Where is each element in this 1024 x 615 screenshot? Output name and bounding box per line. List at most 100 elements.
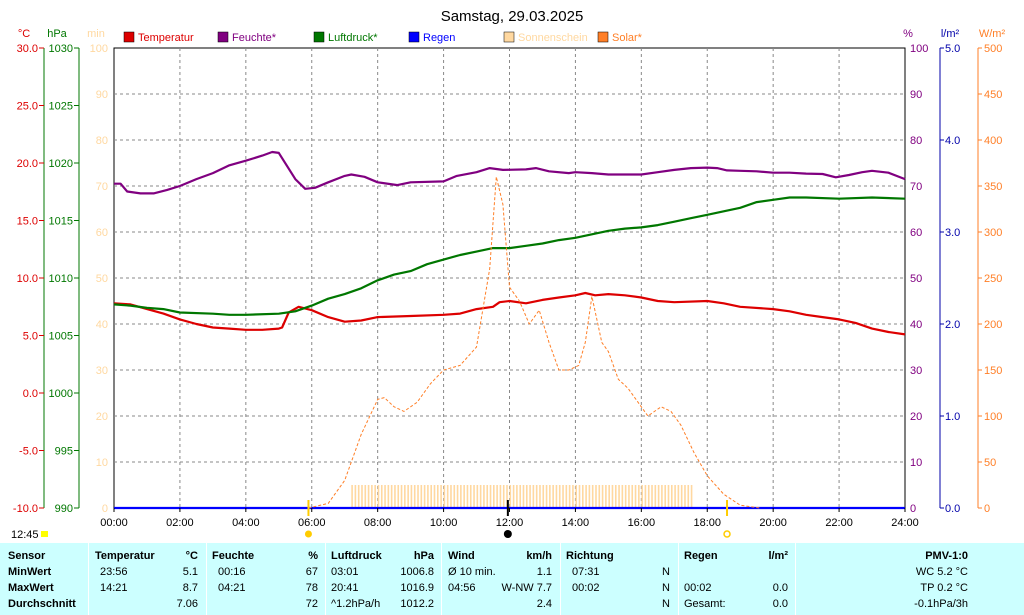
time-tick-label: 16:00 — [628, 517, 656, 529]
solar-tick-label: 300 — [984, 227, 1002, 239]
sunshine-bar — [595, 485, 597, 508]
time-tick-label: 20:00 — [759, 517, 787, 529]
temp-tick-label: 15.0 — [17, 216, 38, 228]
rain-time: 00:02 — [684, 582, 712, 594]
sunshine-bar — [463, 485, 465, 508]
sunshine-tick-label: 50 — [96, 273, 108, 285]
temp-tick-label: 0.0 — [23, 388, 38, 400]
sunshine-bar — [558, 485, 561, 508]
humidity-value: 78 — [305, 582, 318, 594]
sunshine-bar — [634, 485, 637, 508]
row-label: MaxWert — [8, 582, 54, 594]
row-label: MinWert — [8, 566, 52, 578]
sunshine-bar — [677, 485, 680, 508]
pressure-value: 1016.9 — [400, 582, 434, 594]
solar-tick-label: 250 — [984, 273, 1002, 285]
humidity-tick-label: 50 — [910, 273, 922, 285]
humidity-value: 67 — [305, 566, 318, 578]
sunshine-bar — [568, 485, 571, 508]
temp-value: 7.06 — [176, 598, 198, 610]
sunshine-bar — [680, 485, 683, 508]
rain-tick-label: 0.0 — [945, 503, 960, 515]
sunshine-bar — [628, 485, 630, 508]
sunshine-bar — [575, 485, 578, 508]
sunshine-bar — [631, 485, 634, 508]
sunshine-bar — [489, 485, 492, 508]
time-tick-label: 12:00 — [496, 517, 524, 529]
sunshine-bar — [654, 485, 657, 508]
header-temperature-unit: °C — [185, 550, 198, 562]
temp-tick-label: 25.0 — [17, 101, 38, 113]
statistics-table: Sensor Temperatur °C Feuchte % Luftdruck… — [0, 543, 1024, 615]
temp-tick-label: 10.0 — [17, 273, 38, 285]
legend-swatch — [408, 31, 420, 43]
header-pressure-unit: hPa — [413, 550, 434, 562]
legend-swatch — [217, 31, 229, 43]
pmv-value: WC 5.2 °C — [915, 566, 968, 578]
sunshine-bar — [446, 485, 449, 508]
time-tick-label: 18:00 — [693, 517, 721, 529]
temp-time: 14:21 — [100, 582, 128, 594]
sunshine-bar — [539, 485, 541, 508]
temp-tick-label: -10.0 — [13, 503, 38, 515]
sunshine-bar — [542, 485, 545, 508]
solar-axis-unit: W/m² — [979, 28, 1006, 40]
humidity-time: 04:21 — [218, 582, 246, 594]
sunshine-bar — [479, 485, 482, 508]
wind-time: 04:56 — [448, 582, 476, 594]
legend-swatch — [503, 31, 515, 43]
sunshine-bar — [532, 485, 535, 508]
sunshine-bar — [661, 485, 663, 508]
humidity-tick-label: 10 — [910, 457, 922, 469]
temp-value: 5.1 — [182, 566, 198, 578]
header-pmv: PMV-1:0 — [925, 550, 968, 562]
sunshine-bar — [483, 485, 485, 508]
temp-tick-label: 30.0 — [17, 43, 38, 55]
header-direction: Richtung — [566, 550, 614, 562]
sunshine-bar — [443, 485, 446, 508]
humidity-tick-label: 100 — [910, 43, 928, 55]
row-label: Durchschnitt — [8, 598, 76, 610]
humidity-value: 72 — [305, 598, 318, 610]
temp-axis-unit: °C — [18, 28, 30, 40]
header-wind-unit: km/h — [526, 550, 552, 562]
pressure-tick-label: 1005 — [49, 331, 73, 343]
series-solar — [308, 176, 761, 509]
sunshine-bar — [371, 485, 373, 508]
direction-time: 00:02 — [572, 582, 600, 594]
humidity-axis-unit: % — [903, 28, 913, 40]
humidity-tick-label: 90 — [910, 89, 922, 101]
sunshine-bar — [651, 485, 653, 508]
wind-value: W-NW 7.7 — [501, 582, 552, 594]
sunshine-bar — [641, 485, 643, 508]
rain-tick-label: 2.0 — [945, 319, 960, 331]
sunshine-bar — [647, 485, 650, 508]
direction-value: N — [662, 566, 670, 578]
sunshine-bar — [433, 485, 436, 508]
sunshine-bar — [591, 485, 594, 508]
sunshine-bar — [670, 485, 673, 508]
sunshine-bar — [638, 485, 640, 508]
sunshine-bar — [387, 485, 390, 508]
pressure-value: 1012.2 — [400, 598, 434, 610]
legend-swatch — [123, 31, 135, 43]
sunshine-bar — [506, 485, 508, 508]
sunshine-bar — [430, 485, 432, 508]
direction-value: N — [662, 582, 670, 594]
wind-value: 2.4 — [536, 598, 552, 610]
rain-tick-label: 1.0 — [945, 411, 960, 423]
sunshine-bar — [374, 485, 376, 508]
sunshine-bar — [390, 485, 393, 508]
humidity-time: 00:16 — [218, 566, 246, 578]
solar-tick-label: 200 — [984, 319, 1002, 331]
sunshine-bar — [486, 485, 489, 508]
legend-label: Luftdruck* — [328, 32, 378, 44]
sunshine-bar — [562, 485, 564, 508]
sunshine-bar — [394, 485, 396, 508]
series-feuchte — [114, 150, 906, 195]
header-wind: Wind — [448, 550, 475, 562]
sunshine-bar — [578, 485, 581, 508]
sunshine-bar — [621, 485, 624, 508]
rain-tick-label: 3.0 — [945, 227, 960, 239]
pressure-tick-label: 1010 — [49, 273, 73, 285]
